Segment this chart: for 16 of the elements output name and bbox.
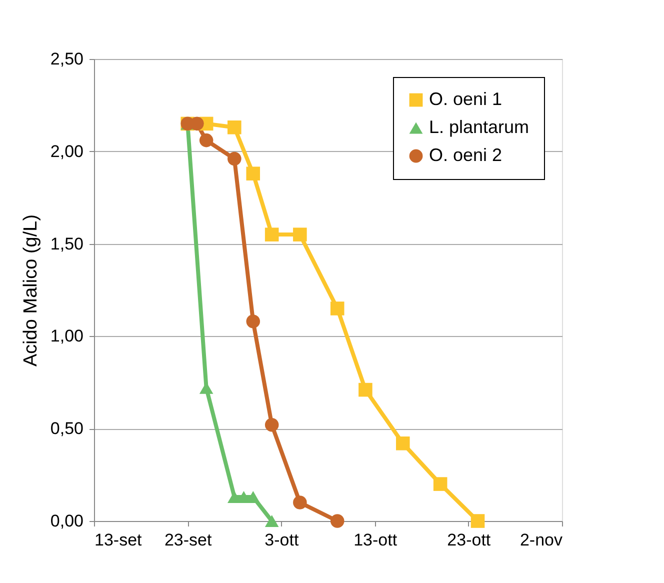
x-tick-label: 13-set <box>94 530 142 550</box>
x-tick-label: 23-ott <box>447 530 491 550</box>
y-tick-label: 1,00 <box>50 326 84 346</box>
y-tick-label: 2,00 <box>50 142 84 161</box>
legend-label: O. oeni 1 <box>429 89 502 109</box>
y-axis-title: Acido Malico (g/L) <box>20 214 42 367</box>
y-tick-label: 0,00 <box>50 512 84 530</box>
y-tick-label: 1,50 <box>50 234 84 254</box>
legend-label: L. plantarum <box>429 117 530 137</box>
x-tick-label: 3-ott <box>264 530 299 550</box>
legend-label: O. oeni 2 <box>429 145 502 165</box>
x-tick-label: 13-ott <box>354 530 398 550</box>
x-tick-label: 2-nov <box>520 530 563 550</box>
y-tick-label: 2,50 <box>50 50 84 68</box>
x-tick-label: 23-set <box>164 530 212 550</box>
y-tick-label: 0,50 <box>50 419 84 438</box>
